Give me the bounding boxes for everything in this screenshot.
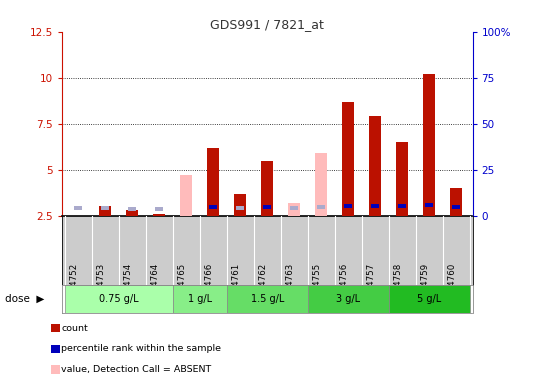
Bar <box>369 116 381 216</box>
Bar <box>315 153 327 216</box>
Bar <box>173 285 227 313</box>
Bar <box>153 214 165 216</box>
Title: GDS991 / 7821_at: GDS991 / 7821_at <box>211 18 324 31</box>
Bar <box>389 285 470 313</box>
Text: percentile rank within the sample: percentile rank within the sample <box>62 344 221 353</box>
Bar <box>126 210 138 216</box>
Bar <box>209 205 217 209</box>
Text: 3 g/L: 3 g/L <box>336 294 360 304</box>
Bar <box>288 203 300 216</box>
Bar <box>345 204 352 208</box>
Bar <box>371 204 379 208</box>
Bar <box>236 206 244 210</box>
Bar <box>65 285 173 313</box>
Bar <box>261 160 273 216</box>
Bar <box>227 285 308 313</box>
Text: 1.5 g/L: 1.5 g/L <box>251 294 284 304</box>
Bar <box>317 205 325 209</box>
Bar <box>236 206 244 210</box>
Text: 1 g/L: 1 g/L <box>188 294 212 304</box>
Text: value, Detection Call = ABSENT: value, Detection Call = ABSENT <box>62 365 212 374</box>
Bar <box>290 206 298 210</box>
Bar <box>398 204 406 208</box>
Bar <box>308 285 389 313</box>
Text: count: count <box>62 324 88 333</box>
Bar <box>396 142 408 216</box>
Bar <box>426 203 433 207</box>
Bar <box>99 206 111 216</box>
Bar <box>423 74 435 216</box>
Text: dose  ▶: dose ▶ <box>5 294 45 304</box>
Bar <box>450 188 462 216</box>
Bar <box>452 205 460 209</box>
Text: 5 g/L: 5 g/L <box>417 294 441 304</box>
Bar <box>263 205 271 209</box>
Bar <box>234 194 246 216</box>
Bar <box>207 148 219 216</box>
Bar <box>129 207 136 211</box>
Bar <box>75 206 82 210</box>
Bar <box>342 102 354 216</box>
Bar <box>156 207 163 211</box>
Bar <box>180 175 192 216</box>
Text: 0.75 g/L: 0.75 g/L <box>99 294 139 304</box>
Bar <box>102 206 109 210</box>
